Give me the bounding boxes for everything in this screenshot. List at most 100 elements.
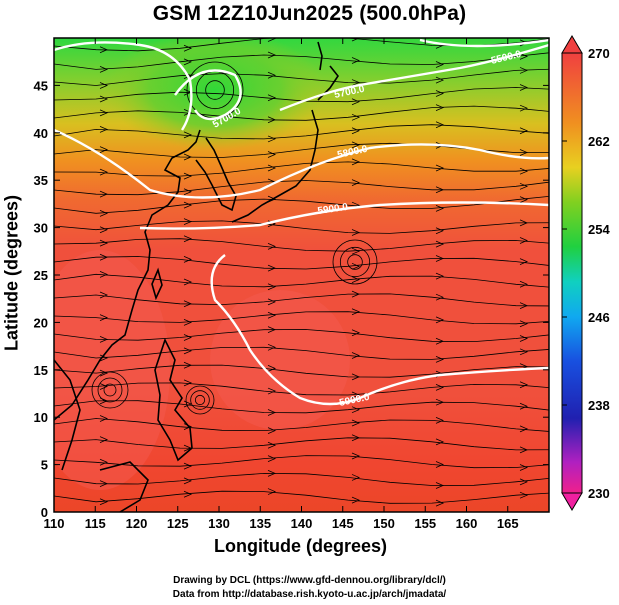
contour-5800: [54, 128, 549, 199]
stream-arrow: [267, 151, 277, 158]
stream-arrow: [267, 243, 277, 250]
stream-arrow: [519, 478, 529, 486]
vortex-ring: [190, 390, 210, 410]
stream-arrow: [351, 329, 361, 337]
stream-arrow: [351, 229, 361, 236]
stream-arrow: [435, 482, 445, 489]
x-axis-label: Longitude (degrees): [213, 536, 387, 556]
stream-arrow: [351, 290, 361, 298]
stream-arrow: [99, 109, 109, 117]
stream-arrow: [183, 201, 193, 209]
streamline: [54, 329, 549, 343]
stream-arrow: [183, 361, 193, 369]
streamline: [54, 273, 549, 288]
y-tick-label: 35: [34, 173, 48, 188]
stream-arrow: [267, 298, 277, 306]
stream-arrow: [267, 264, 277, 272]
x-tick-label: 135: [249, 516, 271, 531]
stream-arrow: [351, 434, 361, 442]
stream-arrow: [183, 278, 193, 286]
streamline: [54, 311, 549, 325]
stream-arrow: [519, 381, 529, 389]
stream-arrow: [99, 209, 109, 217]
streamline: [54, 418, 549, 432]
stream-arrow: [351, 141, 361, 149]
stream-arrow: [183, 347, 193, 355]
streamline: [54, 400, 549, 414]
stream-arrow: [519, 67, 529, 74]
stream-arrow: [435, 186, 445, 194]
field-layer: 5700.0 5700.0 5800.0 5900.0 5900.0 5500.…: [54, 38, 549, 512]
y-axis: 0 5 10 15 20 25 30 35 40 45: [34, 78, 549, 520]
chart-title: GSM 12Z10Jun2025 (500.0hPa): [152, 2, 467, 25]
x-tick-label: 120: [126, 516, 148, 531]
vortex-ring: [205, 80, 225, 100]
stream-arrow: [183, 44, 193, 52]
streamline: [54, 180, 549, 196]
colorbar-tick-label: 262: [588, 134, 610, 149]
stream-arrow: [351, 262, 361, 270]
stream-arrow: [99, 369, 109, 377]
y-tick-label: 0: [41, 505, 48, 520]
streamline: [54, 490, 549, 504]
stream-arrow: [183, 58, 193, 66]
stream-arrow: [99, 95, 109, 103]
stream-arrow: [183, 188, 193, 196]
y-axis-label: Latitude (degrees): [1, 194, 22, 352]
stream-arrow: [435, 499, 445, 507]
stream-arrow: [267, 116, 277, 124]
vortex-ring: [332, 239, 378, 285]
streamline: [54, 382, 549, 396]
contour-5700-a: [54, 41, 193, 131]
stream-arrow: [519, 302, 529, 310]
stream-arrow: [267, 441, 277, 449]
vortex-ring: [91, 371, 129, 409]
stream-arrow: [519, 237, 529, 244]
vortex-ring: [347, 254, 363, 270]
stream-arrow: [351, 57, 361, 64]
streamline: [54, 124, 549, 140]
stream-arrow: [351, 113, 361, 121]
colorbar-tick-label: 270: [588, 46, 610, 61]
contour-5500: [419, 38, 549, 48]
stream-arrow: [183, 477, 193, 485]
streamline: [54, 52, 549, 70]
colorbar-ticks: 230 238 246 254 262 270: [562, 46, 610, 501]
stream-arrow: [519, 196, 529, 204]
stream-arrow: [267, 94, 277, 102]
stream-arrow: [519, 320, 529, 328]
stream-arrow: [435, 316, 445, 324]
vortex-ring: [103, 383, 117, 397]
stream-arrow: [435, 416, 445, 424]
stream-arrow: [99, 239, 109, 247]
stream-arrow: [351, 158, 361, 166]
stream-arrow: [435, 121, 445, 129]
stream-arrow: [435, 164, 445, 172]
stream-arrow: [351, 373, 361, 381]
coast-korea: [195, 137, 237, 212]
stream-arrow: [183, 235, 193, 243]
stream-arrow: [519, 167, 529, 175]
stream-arrow: [99, 383, 109, 390]
streamline: [54, 293, 549, 307]
x-tick-label: 145: [332, 516, 354, 531]
stream-arrow: [519, 104, 529, 112]
stream-arrow: [183, 218, 193, 226]
stream-arrow: [267, 283, 277, 291]
streamline: [54, 256, 549, 270]
vortex-ring: [339, 246, 371, 278]
stream-arrow: [99, 46, 109, 54]
stream-arrow: [183, 319, 193, 326]
stream-arrow: [435, 337, 445, 345]
stream-arrow: [351, 127, 361, 135]
stream-arrow: [519, 149, 529, 156]
streamline: [54, 161, 549, 177]
stream-arrow: [519, 52, 529, 60]
stream-arrow: [267, 455, 277, 462]
coast-borneo: [99, 461, 149, 512]
stream-arrow: [183, 379, 193, 387]
stream-arrow: [519, 425, 529, 433]
stream-arrow: [267, 326, 277, 334]
stream-arrow: [435, 384, 445, 391]
stream-arrow: [351, 406, 361, 414]
